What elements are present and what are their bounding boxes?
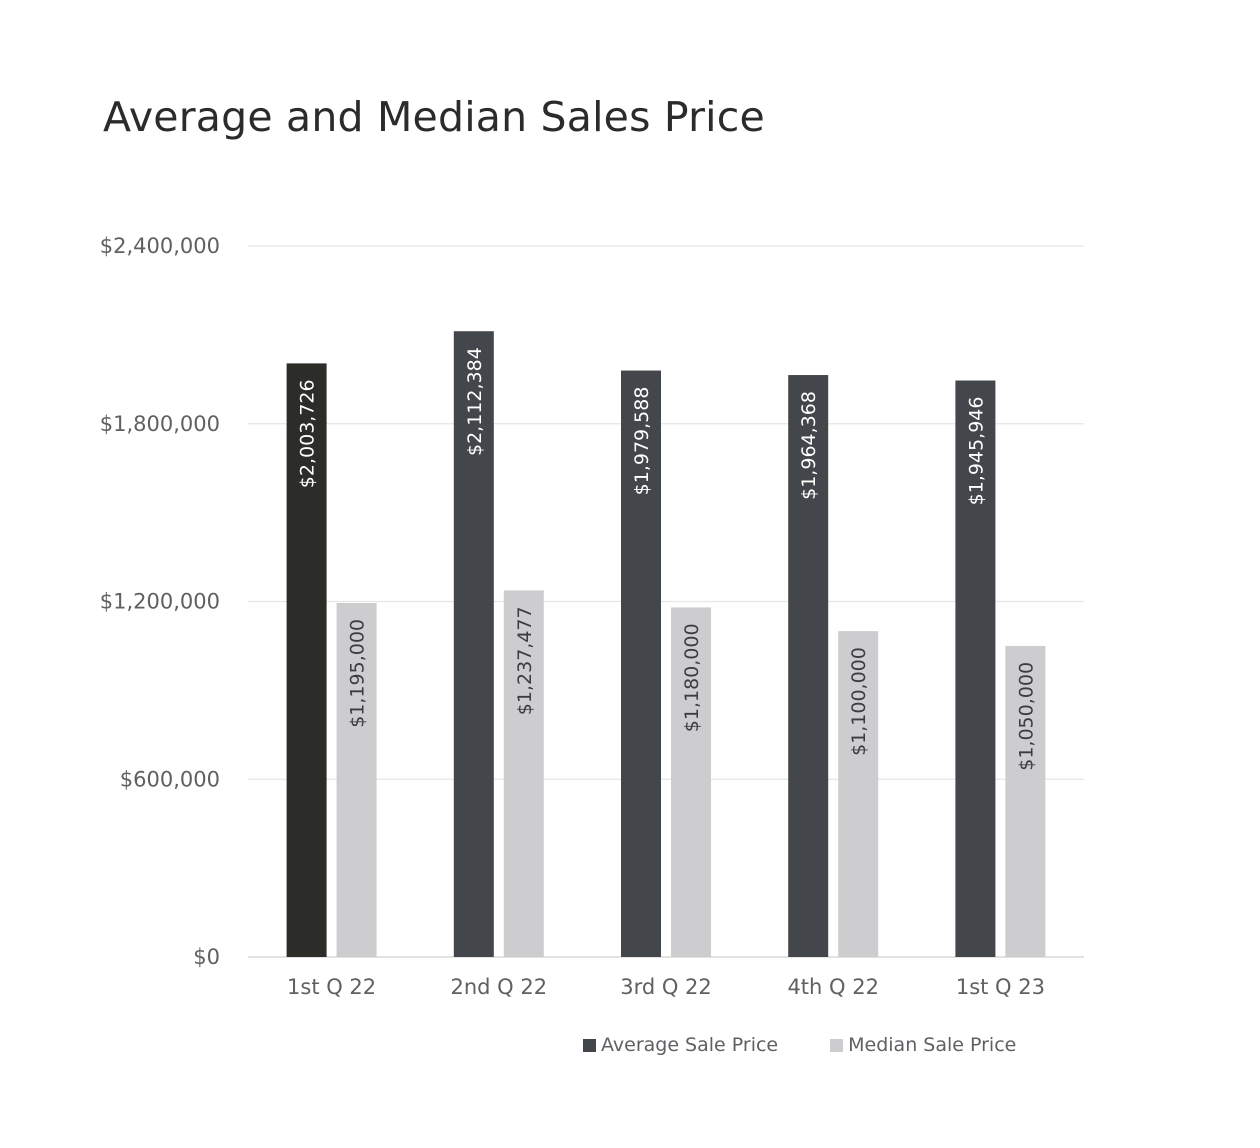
chart-title: Average and Median Sales Price	[103, 93, 765, 141]
data-label-average: $1,964,368	[798, 391, 820, 500]
bar-average	[286, 363, 327, 957]
legend-swatch-median	[830, 1038, 844, 1052]
data-label-median: $1,180,000	[681, 623, 703, 732]
y-tick-label: $0	[193, 945, 220, 969]
y-tick-label: $600,000	[120, 767, 220, 791]
legend: Average Sale Price Median Sale Price	[583, 1034, 1016, 1056]
y-tick-label: $1,200,000	[100, 590, 220, 614]
y-tick-label: $1,800,000	[100, 412, 220, 436]
bar-median	[503, 590, 544, 957]
data-label-average: $2,112,384	[464, 347, 486, 456]
legend-label-average: Average Sale Price	[601, 1034, 779, 1056]
y-tick-label: $2,400,000	[100, 234, 220, 258]
data-label-average: $1,979,588	[631, 387, 653, 496]
bar-average	[955, 380, 996, 957]
x-tick-label: 4th Q 22	[787, 975, 879, 999]
x-tick-label: 1st Q 23	[956, 975, 1045, 999]
bar-median	[1005, 645, 1046, 957]
bar-average	[621, 370, 661, 957]
x-tick-label: 2nd Q 22	[450, 975, 547, 999]
data-label-average: $2,003,726	[297, 379, 319, 488]
data-label-median: $1,050,000	[1015, 662, 1037, 771]
bars: $2,003,726 $1,195,000 $2,112,384 $1,237,477…	[286, 331, 1046, 957]
gridlines	[248, 245, 1084, 958]
data-label-median: $1,237,477	[514, 606, 536, 715]
bar-median	[336, 602, 377, 957]
data-label-average: $1,945,946	[965, 397, 987, 506]
legend-item-median: Median Sale Price	[830, 1034, 1016, 1056]
bar-average	[453, 331, 494, 957]
bar-median	[838, 631, 879, 957]
bar-average	[788, 375, 829, 957]
y-axis-labels: $0 $600,000 $1,200,000 $1,800,000 $2,400,000	[100, 234, 220, 969]
legend-item-average: Average Sale Price	[583, 1034, 778, 1056]
bar-median	[671, 607, 711, 957]
data-label-median: $1,100,000	[848, 647, 870, 756]
x-tick-label: 1st Q 22	[287, 975, 376, 999]
x-axis-labels: 1st Q 22 2nd Q 22 3rd Q 22 4th Q 22 1st Q 23	[287, 975, 1045, 999]
legend-label-median: Median Sale Price	[848, 1034, 1017, 1056]
data-label-median: $1,195,000	[347, 619, 369, 728]
x-tick-label: 3rd Q 22	[620, 975, 712, 999]
legend-swatch-average	[583, 1038, 596, 1052]
